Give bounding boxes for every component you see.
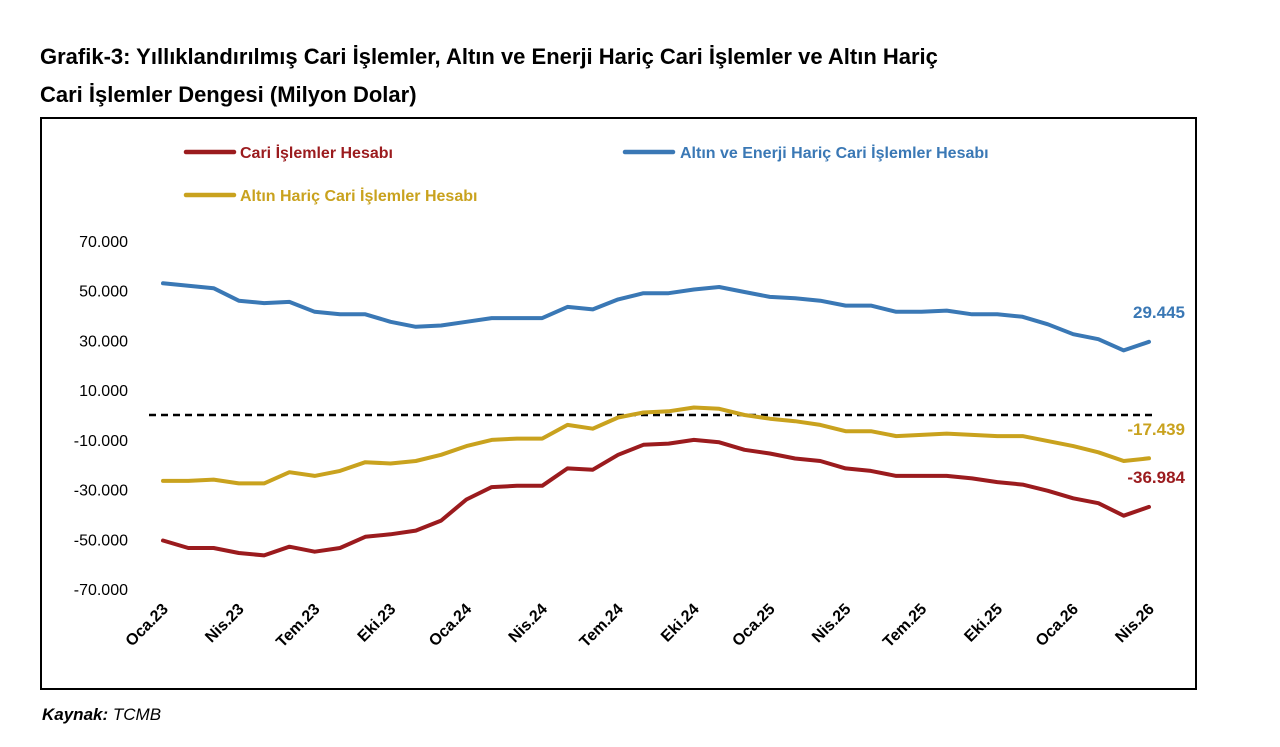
x-tick-label: Nis.25 [809,601,854,646]
line-chart: 70.000 50.000 30.000 10.000 -10.000 -30.000 -5… [74,144,1186,651]
x-tick-label: Nis.26 [1112,601,1157,646]
series-line-3 [161,405,1151,486]
end-value-label: -17.439 [1127,420,1185,439]
series-line-2 [161,281,1151,353]
y-tick-label: -30.000 [74,483,128,500]
source-label: Kaynak: [42,705,109,724]
legend-label: Altın ve Enerji Hariç Cari İşlemler Hesa… [680,144,989,162]
chart-title-line-1: Grafik-3: Yıllıklandırılmış Cari İşlemle… [40,44,938,69]
y-tick-label: -50.000 [74,532,128,549]
end-value-label: -36.984 [1127,468,1185,487]
y-tick-label: 50.000 [79,284,128,301]
x-tick-label: Nis.24 [506,601,551,646]
y-tick-label: -70.000 [74,582,128,599]
x-tick-label: Oca.24 [426,601,475,650]
x-tick-label: Oca.26 [1033,601,1082,650]
chart-frame: 70.000 50.000 30.000 10.000 -10.000 -30.000 -5… [40,117,1197,690]
chart-title: Grafik-3: Yıllıklandırılmış Cari İşlemle… [40,38,1190,114]
series-line-1 [161,437,1151,558]
x-tick-label: Oca.25 [729,601,778,650]
x-tick-label: Tem.24 [577,601,627,651]
x-tick-label: Oca.23 [123,601,172,650]
source-note: Kaynak: TCMB [42,705,161,725]
legend-label: Altın Hariç Cari İşlemler Hesabı [240,187,477,205]
x-tick-label: Tem.25 [880,601,930,651]
source-value: TCMB [112,705,162,724]
x-tick-label: Nis.23 [202,601,247,646]
x-tick-label: Tem.23 [273,601,323,651]
y-tick-label: 10.000 [79,383,128,400]
end-value-label: 29.445 [1133,303,1185,322]
x-tick-label: Eki.24 [658,601,703,646]
y-tick-label: -10.000 [74,433,128,450]
y-tick-label: 30.000 [79,333,128,350]
chart-title-line-2: Cari İşlemler Dengesi (Milyon Dolar) [40,82,417,107]
legend-label: Cari İşlemler Hesabı [240,144,393,162]
x-tick-label: Eki.23 [355,601,400,646]
y-tick-label: 70.000 [79,234,128,251]
x-tick-label: Eki.25 [961,601,1006,646]
